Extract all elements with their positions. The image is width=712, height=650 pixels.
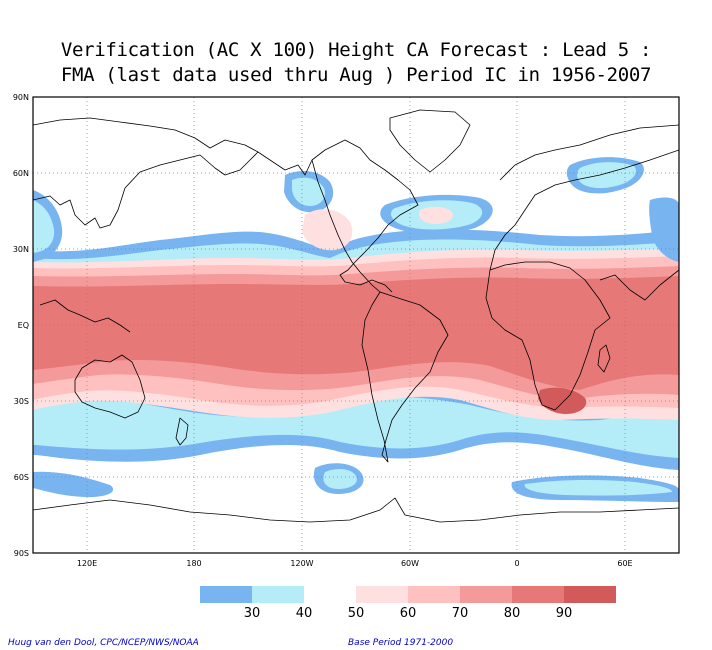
coast-maritime-continent xyxy=(39,299,131,333)
title-line-1: Verification (AC X 100) Height CA Foreca… xyxy=(60,39,652,61)
coast-alaska-canada xyxy=(257,139,419,271)
coast-madagascar xyxy=(597,344,611,373)
lon-labels: 120E 180 120W 60W 0 60E xyxy=(77,559,633,568)
lat-label: EQ xyxy=(18,321,29,330)
legend-label: 70 xyxy=(452,606,469,621)
lat-label: 90N xyxy=(13,93,29,102)
coast-europe-north xyxy=(499,124,679,181)
graticule xyxy=(33,97,679,553)
shaded-field xyxy=(33,157,679,502)
lat-label: 60N xyxy=(13,169,29,178)
patch-60-nh-america xyxy=(302,209,353,251)
lat-labels: 90N 60N 30N EQ 30S 60S 90S xyxy=(13,93,29,558)
coast-new-zealand xyxy=(175,417,189,446)
lon-label: 60E xyxy=(617,559,632,568)
belt-90 xyxy=(33,276,679,390)
lon-label: 120E xyxy=(77,559,97,568)
patch-40-sh-south xyxy=(323,468,357,489)
band-40-south xyxy=(33,388,679,458)
lon-label: 120W xyxy=(290,559,313,568)
legend-swatch xyxy=(200,586,252,603)
lon-label: 60W xyxy=(401,559,419,568)
patch-40-nh-west xyxy=(33,200,55,253)
patch-40-nh-europe xyxy=(577,162,636,189)
patch-40-nh-pacific-east xyxy=(292,177,326,206)
lon-label: 180 xyxy=(186,559,201,568)
patch-60-nh-atlantic xyxy=(418,206,454,224)
legend-label: 90 xyxy=(556,606,573,621)
title-line-2: FMA (last data used thru Aug ) Period IC… xyxy=(60,64,652,86)
lon-label: 0 xyxy=(514,559,519,568)
chart-title: Verification (AC X 100) Height CA Foreca… xyxy=(0,38,712,88)
coast-asia-south xyxy=(599,269,679,301)
patch-90-sh-africa xyxy=(538,387,587,414)
legend-label: 40 xyxy=(296,606,313,621)
lat-label: 60S xyxy=(14,473,29,482)
patch-30-nh-east xyxy=(649,197,679,262)
legend-swatch xyxy=(356,586,408,603)
lat-label: 30S xyxy=(14,397,29,406)
lat-label: 30N xyxy=(13,245,29,254)
legend-swatch xyxy=(304,586,356,603)
coast-europe xyxy=(489,149,679,271)
lat-label: 90S xyxy=(14,549,29,558)
patch-40-sh-southeast xyxy=(524,479,672,496)
map-area xyxy=(33,97,679,553)
credit-author: Huug van den Dool, CPC/NCEP/NWS/NOAA xyxy=(8,638,199,648)
legend-label: 60 xyxy=(400,606,417,621)
coast-africa xyxy=(485,261,611,411)
map-frame xyxy=(32,96,680,554)
legend-swatch xyxy=(460,586,512,603)
legend-swatch xyxy=(408,586,460,603)
credit-base-period: Base Period 1971-2000 xyxy=(348,638,454,648)
legend-swatch xyxy=(512,586,564,603)
color-legend: 30 40 50 60 70 80 90 xyxy=(200,586,616,621)
coast-greenland xyxy=(389,109,471,173)
coast-arctic-siberia xyxy=(33,117,259,153)
coast-antarctica xyxy=(33,497,679,523)
legend-swatch xyxy=(564,586,616,603)
legend-label: 50 xyxy=(348,606,365,621)
coastlines xyxy=(33,109,679,523)
legend-label: 80 xyxy=(504,606,521,621)
coast-eurasia-east xyxy=(33,151,259,229)
coast-australia xyxy=(74,354,146,419)
coast-south-america xyxy=(361,291,449,463)
coast-gulf xyxy=(339,269,393,293)
legend-label: 30 xyxy=(244,606,261,621)
legend-swatch xyxy=(252,586,304,603)
patch-30-sh-southwest xyxy=(33,471,114,498)
coast-north-america-west xyxy=(311,159,381,293)
